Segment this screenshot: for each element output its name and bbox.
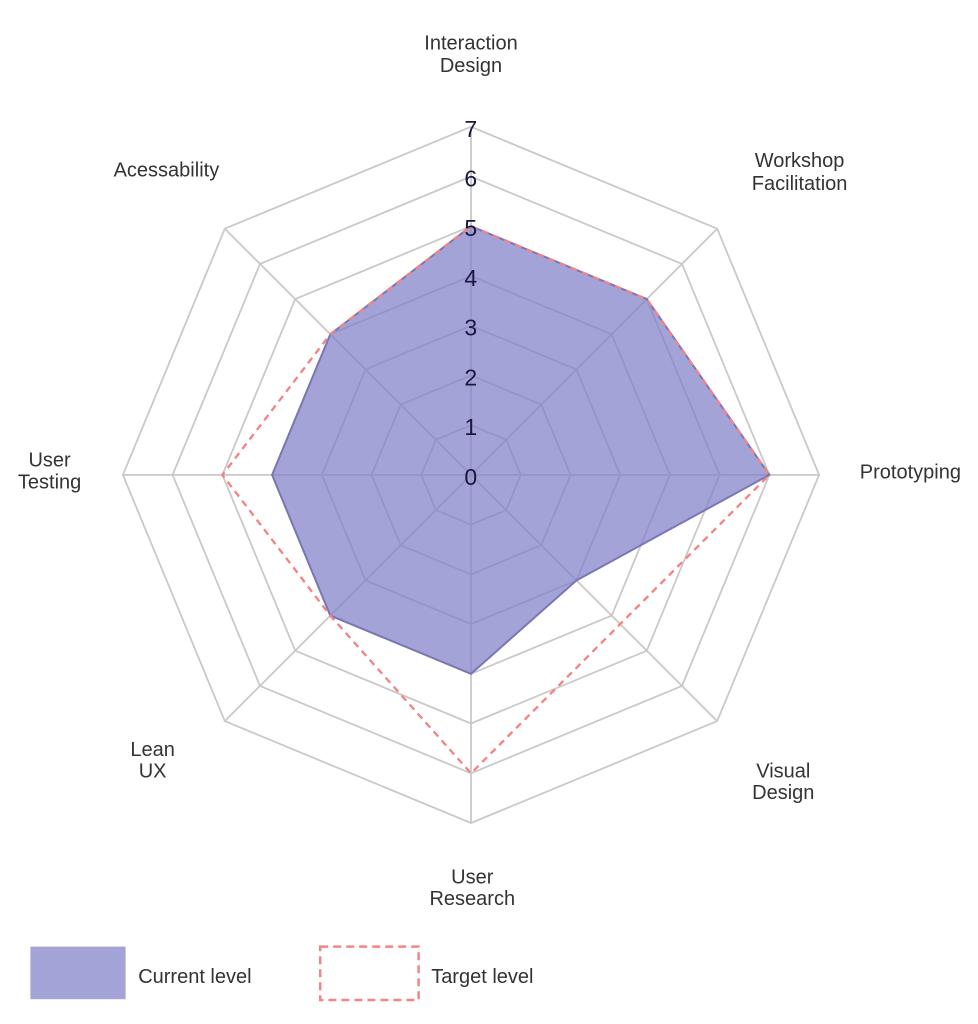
svg-text:3: 3 [464,315,477,341]
svg-text:Design: Design [440,55,502,77]
svg-text:Testing: Testing [18,472,81,494]
svg-text:Lean: Lean [130,739,175,761]
svg-text:2: 2 [464,364,477,390]
svg-text:User: User [28,449,71,471]
svg-text:Target level: Target level [431,966,533,988]
svg-text:Workshop: Workshop [755,150,845,172]
svg-text:Current level: Current level [138,966,251,988]
svg-text:5: 5 [464,215,477,241]
svg-text:Acessability: Acessability [114,159,220,181]
svg-text:Design: Design [752,782,814,804]
svg-text:Visual: Visual [756,760,810,782]
svg-text:Research: Research [429,888,515,910]
svg-text:0: 0 [464,464,477,490]
svg-text:UX: UX [139,761,167,783]
svg-text:6: 6 [464,166,477,192]
svg-text:7: 7 [464,116,477,142]
svg-text:1: 1 [464,414,477,440]
svg-text:Interaction: Interaction [424,33,517,55]
svg-text:Facilitation: Facilitation [752,173,848,195]
svg-text:Prototyping: Prototyping [860,461,961,483]
svg-text:4: 4 [464,265,477,291]
svg-text:User: User [451,867,494,889]
